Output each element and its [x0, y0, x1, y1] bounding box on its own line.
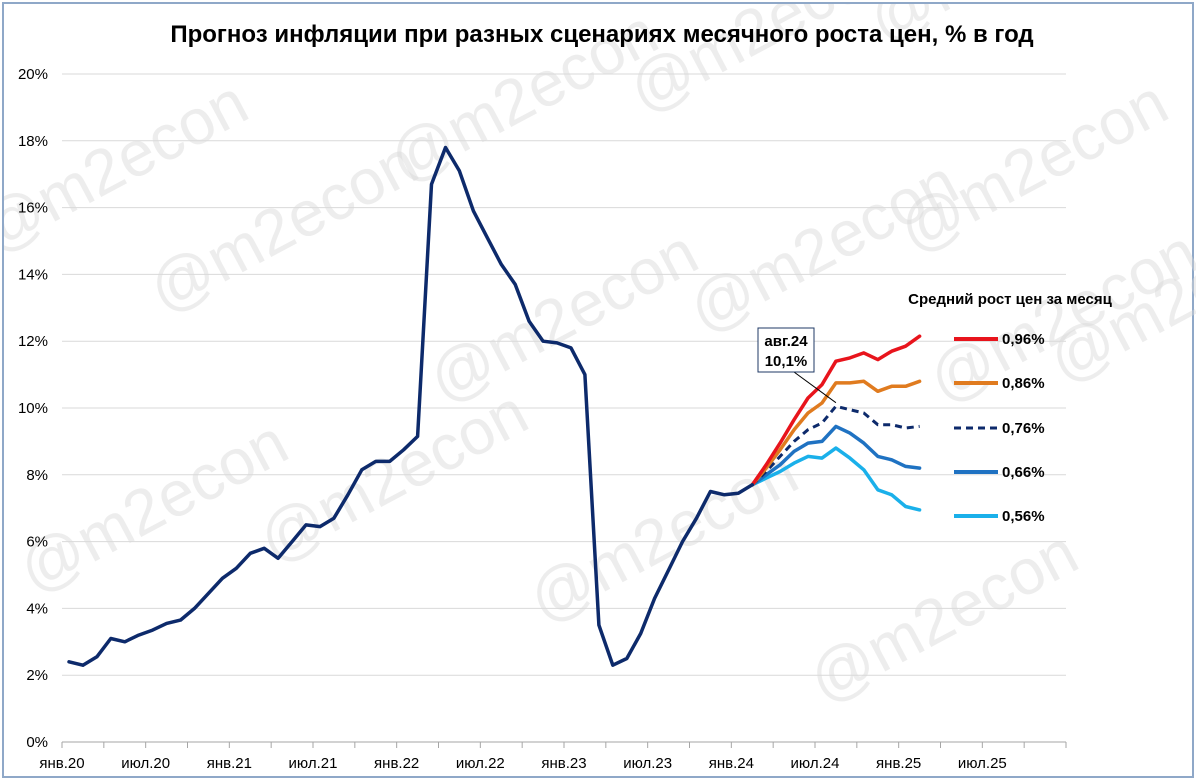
legend-title: Средний рост цен за месяц	[908, 291, 1112, 308]
y-tick-label: 10%	[18, 400, 48, 417]
y-tick-label: 4%	[26, 600, 48, 617]
history-line	[67, 145, 755, 667]
y-tick-label: 16%	[18, 200, 48, 217]
y-tick-label: 14%	[18, 266, 48, 283]
x-tick-label: янв.21	[207, 755, 252, 772]
x-tick-label: янв.23	[541, 755, 586, 772]
legend-label: 0,56%	[1002, 508, 1045, 525]
x-tick-label: июл.25	[958, 755, 1007, 772]
x-tick-label: янв.25	[876, 755, 921, 772]
series-line-0-96pct	[750, 334, 922, 487]
x-tick-label: янв.24	[709, 755, 754, 772]
y-tick-label: 6%	[26, 534, 48, 551]
series-layer	[67, 145, 922, 667]
grid-layer	[62, 73, 1066, 676]
legend-layer: Средний рост цен за месяц 0,96% 0,86% 0,76…	[908, 291, 1112, 525]
legend-label: 0,96%	[1002, 331, 1045, 348]
callout-box	[757, 327, 815, 373]
callout-layer: авг.24 10,1%	[757, 327, 837, 404]
series-line-0-76pct	[751, 404, 920, 486]
x-tick-label: июл.22	[456, 755, 505, 772]
legend-label: 0,86%	[1002, 375, 1045, 392]
callout-date: авг.24	[764, 333, 808, 350]
x-tick-label: июл.24	[791, 755, 840, 772]
callout-value: 10,1%	[765, 353, 808, 370]
x-tick-label: июл.23	[623, 755, 672, 772]
series-line-0-66pct	[750, 424, 922, 487]
x-tick-label: янв.22	[374, 755, 419, 772]
watermark-text: @m2econ	[417, 215, 709, 416]
watermark-text: @m2econ	[7, 405, 299, 606]
inflation-chart: @m2econ@m2econ@m2econ@m2econ@m2econ@m2ec…	[4, 4, 1196, 772]
x-tick-label: янв.20	[39, 755, 84, 772]
y-tick-label: 0%	[26, 734, 48, 751]
axis-layer: 0% 2% 4% 6% 8% 10% 12% 14% 16% 18% 20% янв.20 июл.20…	[18, 66, 1067, 772]
y-tick-label: 12%	[18, 333, 48, 350]
watermark-text: @m2econ	[247, 375, 539, 576]
legend-label: 0,66%	[1002, 464, 1045, 481]
x-tick-label: июл.21	[289, 755, 338, 772]
series-line-0-56pct	[750, 446, 922, 512]
y-tick-label: 8%	[26, 467, 48, 484]
x-tick-label: июл.20	[121, 755, 170, 772]
legend-label: 0,76%	[1002, 420, 1045, 437]
y-tick-label: 18%	[18, 133, 48, 150]
watermark-layer: @m2econ@m2econ@m2econ@m2econ@m2econ@m2ec…	[4, 4, 1196, 716]
callout-leader	[793, 371, 837, 404]
chart-title: Прогноз инфляции при разных сценариях ме…	[170, 21, 1033, 48]
series-line-0-86pct	[750, 379, 922, 487]
y-tick-label: 2%	[26, 667, 48, 684]
watermark-text: @m2econ	[797, 515, 1089, 716]
y-tick-label: 20%	[18, 66, 48, 83]
